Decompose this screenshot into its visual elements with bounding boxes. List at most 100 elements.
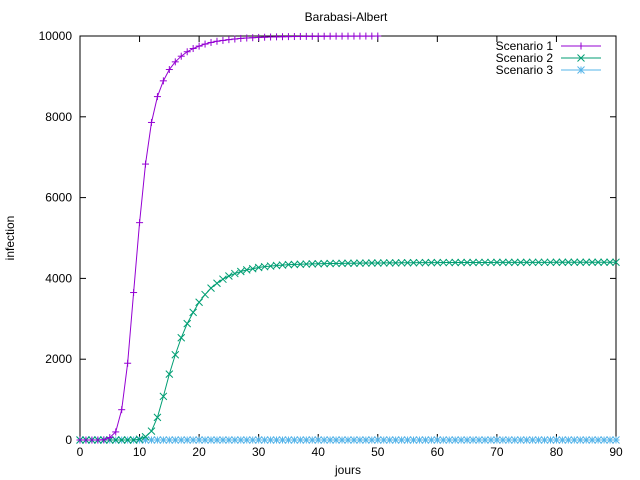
marker-stroke	[427, 258, 436, 267]
data-point	[266, 436, 275, 444]
marker-stroke	[362, 259, 370, 267]
marker-stroke	[254, 436, 263, 444]
data-point	[242, 436, 251, 444]
marker-stroke	[373, 259, 382, 267]
marker-stroke	[272, 261, 281, 270]
data-point	[534, 436, 543, 444]
marker-stroke	[600, 436, 608, 444]
data-point	[320, 32, 328, 40]
marker-stroke	[481, 436, 489, 444]
data-point	[296, 260, 305, 269]
marker-stroke	[236, 436, 245, 444]
marker-stroke	[510, 258, 519, 267]
marker-stroke	[290, 260, 299, 269]
marker-stroke	[266, 436, 275, 444]
data-point	[231, 35, 239, 43]
marker-stroke	[165, 370, 174, 379]
data-point	[588, 436, 597, 444]
data-point	[403, 258, 412, 267]
marker-stroke	[379, 259, 388, 267]
data-point	[165, 370, 174, 379]
marker-stroke	[183, 319, 192, 328]
x-axis: 0 10 20 30 40 50 60 70 80 90	[77, 36, 623, 459]
marker-stroke	[600, 258, 608, 267]
data-point	[159, 392, 168, 401]
marker-stroke	[451, 436, 460, 444]
data-point	[88, 436, 96, 444]
marker-stroke	[516, 436, 525, 444]
y-tick-label: 10000	[39, 29, 73, 43]
marker-stroke	[463, 436, 471, 444]
data-point	[326, 436, 334, 444]
data-point	[183, 319, 192, 328]
data-point	[356, 436, 364, 444]
marker-stroke	[522, 258, 531, 267]
y-tick-label: 0	[65, 433, 72, 447]
legend-item: Scenario 3	[496, 63, 601, 77]
marker-stroke	[522, 436, 531, 444]
marker-stroke	[135, 435, 144, 444]
marker-stroke	[588, 258, 597, 267]
data-point	[112, 428, 120, 436]
marker-stroke	[367, 259, 376, 267]
marker-stroke	[469, 258, 477, 267]
data-point	[290, 436, 299, 444]
data-point	[588, 258, 597, 267]
data-point	[260, 436, 269, 444]
data-point	[391, 436, 400, 444]
marker-stroke	[326, 436, 334, 444]
data-point	[165, 436, 174, 444]
data-point	[487, 436, 495, 444]
x-tick-label: 70	[490, 445, 504, 459]
marker-stroke	[487, 436, 495, 444]
marker-stroke	[332, 436, 340, 444]
marker-stroke	[296, 436, 305, 444]
x-tick-label: 90	[609, 445, 623, 459]
data-point	[219, 436, 227, 444]
data-point	[118, 406, 126, 414]
data-point	[362, 436, 370, 444]
marker-stroke	[350, 259, 358, 268]
marker-stroke	[338, 259, 346, 268]
data-point	[106, 434, 114, 442]
marker-stroke	[302, 436, 311, 444]
data-point	[439, 258, 448, 267]
data-point	[213, 37, 221, 45]
y-axis-label: infection	[3, 216, 17, 261]
data-point	[314, 259, 323, 268]
x-tick-label: 50	[371, 445, 385, 459]
marker-stroke	[373, 436, 382, 444]
marker-stroke	[546, 258, 555, 267]
marker-stroke	[219, 275, 227, 284]
legend-label: Scenario 3	[496, 63, 554, 77]
series-scenario-3	[76, 436, 620, 444]
marker-stroke	[332, 259, 340, 268]
data-point	[570, 258, 579, 267]
series-line	[80, 261, 616, 441]
marker-stroke	[528, 436, 537, 444]
data-point	[320, 436, 329, 444]
marker-stroke	[612, 436, 620, 444]
data-point	[314, 32, 322, 40]
data-point	[577, 42, 585, 50]
marker-stroke	[296, 260, 305, 269]
marker-stroke	[165, 436, 174, 444]
data-point	[255, 33, 263, 41]
x-axis-label: jours	[334, 463, 361, 477]
marker-stroke	[129, 436, 138, 444]
data-point	[612, 258, 620, 267]
data-point	[391, 258, 400, 267]
data-point	[594, 436, 602, 444]
marker-stroke	[540, 258, 549, 267]
marker-stroke	[475, 258, 483, 267]
data-point	[368, 32, 376, 40]
x-tick-label: 60	[431, 445, 445, 459]
data-point	[302, 436, 311, 444]
data-point	[159, 436, 168, 444]
data-point	[123, 436, 132, 444]
data-point	[379, 259, 388, 267]
data-point	[273, 33, 281, 41]
data-point	[546, 436, 555, 444]
data-point	[510, 258, 519, 267]
data-point	[201, 40, 209, 48]
